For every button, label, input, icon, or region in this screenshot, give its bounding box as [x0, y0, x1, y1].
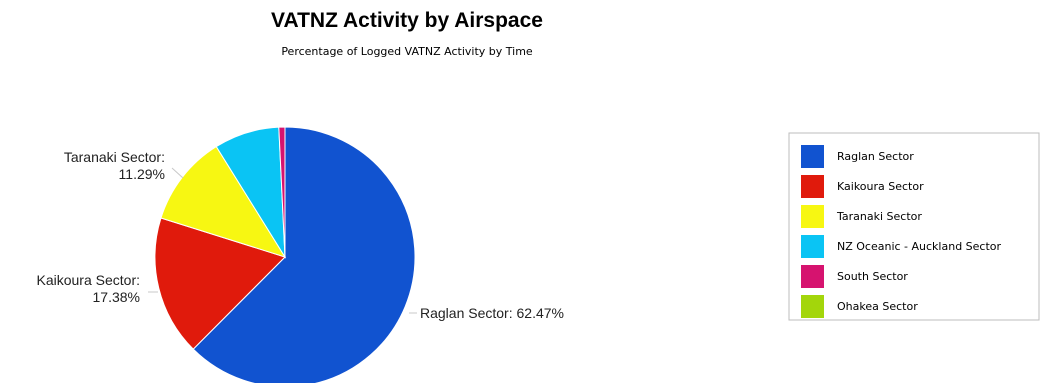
legend-label-ohakea-sector: Ohakea Sector [837, 300, 918, 313]
legend-item-ohakea-sector[interactable]: Ohakea Sector [801, 295, 918, 318]
legend-label-taranaki-sector: Taranaki Sector [836, 210, 922, 223]
slice-labels: Raglan Sector: 62.47% Kaikoura Sector:17.… [37, 149, 564, 321]
chart-subtitle: Percentage of Logged VATNZ Activity by T… [281, 45, 533, 58]
legend-label-raglan-sector: Raglan Sector [837, 150, 914, 163]
legend-item-south-sector[interactable]: South Sector [801, 265, 908, 288]
pie-slice-kaikoura-sector[interactable] [154, 217, 286, 350]
slice-label-raglan-sector: Raglan Sector: 62.47% [420, 305, 564, 321]
legend-box [788, 132, 1040, 321]
legend-swatch-nz-oceanic-auckland-sector [801, 235, 824, 258]
legend-item-kaikoura-sector[interactable]: Kaikoura Sector [801, 175, 924, 198]
legend-label-nz-oceanic-auckland-sector: NZ Oceanic - Auckland Sector [837, 240, 1002, 253]
legend-item-nz-oceanic-auckland-sector[interactable]: NZ Oceanic - Auckland Sector [801, 235, 1002, 258]
legend-swatch-taranaki-sector [801, 205, 824, 228]
slice-label-taranaki-sector-value: 11.29% [119, 166, 165, 182]
pie-slices [154, 126, 416, 383]
chart-title: VATNZ Activity by Airspace [271, 9, 543, 32]
legend-swatch-south-sector [801, 265, 824, 288]
legend-item-raglan-sector[interactable]: Raglan Sector [801, 145, 914, 168]
label-leader-taranaki-sector [171, 167, 184, 179]
legend-label-kaikoura-sector: Kaikoura Sector [837, 180, 924, 193]
legend: Raglan Sector Kaikoura Sector Taranaki Sec… [788, 132, 1040, 321]
legend-swatch-ohakea-sector [801, 295, 824, 318]
slice-label-taranaki-sector: Taranaki Sector: [64, 149, 165, 165]
legend-label-south-sector: South Sector [837, 270, 908, 283]
legend-swatch-raglan-sector [801, 145, 824, 168]
legend-item-taranaki-sector[interactable]: Taranaki Sector [801, 205, 922, 228]
pie-slice-raglan-sector[interactable] [192, 126, 416, 383]
slice-label-kaikoura-sector: Kaikoura Sector: [37, 272, 141, 288]
slice-label-kaikoura-sector-value: 17.38% [93, 289, 140, 305]
pie-slice-south-sector[interactable] [278, 126, 286, 258]
legend-swatch-kaikoura-sector [801, 175, 824, 198]
